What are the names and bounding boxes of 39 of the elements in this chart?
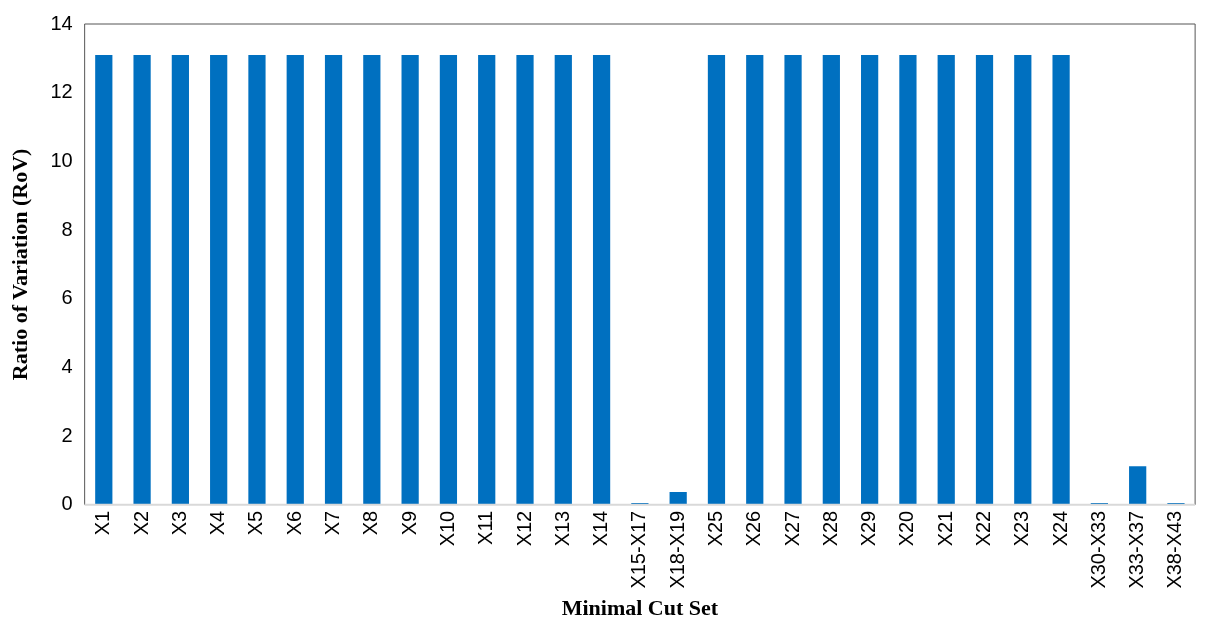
x-tick-label: X33-X37 (1125, 510, 1148, 589)
x-tick-label: X6 (282, 510, 305, 536)
x-axis-title: Minimal Cut Set (561, 595, 719, 621)
x-tick-label: X1 (91, 510, 114, 536)
y-tick-label: 8 (61, 217, 73, 240)
x-tick-label: X4 (206, 510, 229, 536)
x-tick-label: X27 (780, 510, 803, 547)
y-tick-label: 14 (50, 11, 73, 34)
x-tick-label: X3 (167, 510, 190, 536)
x-tick-label: X28 (818, 510, 841, 547)
x-tick-label: X30-X33 (1086, 510, 1109, 589)
x-tick-label: X21 (933, 510, 956, 547)
y-tick-label: 4 (61, 354, 73, 377)
x-tick-label: X23 (1010, 510, 1033, 547)
x-tick-label: X9 (397, 510, 420, 536)
x-tick-label: X15-X17 (627, 510, 650, 589)
x-tick-label: X14 (589, 510, 612, 547)
x-tick-label: X24 (1048, 510, 1071, 547)
x-tick-label: X10 (435, 510, 458, 547)
x-tick-label: X7 (321, 510, 344, 536)
x-tick-label: X20 (895, 510, 918, 547)
x-tick-label: X26 (742, 510, 765, 547)
y-tick-label: 6 (61, 286, 73, 309)
y-tick-label: 2 (61, 423, 73, 446)
y-axis-title: Ratio of Variation (RoV) (6, 148, 32, 381)
x-tick-label: X13 (550, 510, 573, 547)
x-tick-label: X12 (512, 510, 535, 547)
x-tick-label: X38-X43 (1163, 510, 1186, 589)
x-tick-label: X25 (703, 510, 726, 547)
x-tick-label: X22 (972, 510, 995, 547)
y-tick-label: 10 (50, 148, 73, 171)
x-tick-label: X8 (359, 510, 382, 536)
x-tick-label: X2 (129, 510, 152, 536)
y-tick-label: 12 (50, 80, 73, 103)
x-tick-label: X18-X19 (665, 510, 688, 589)
x-tick-label: X29 (857, 510, 880, 547)
y-tick-label: 0 (61, 492, 73, 515)
x-tick-label: X5 (244, 510, 267, 536)
x-tick-label: X11 (474, 510, 497, 545)
